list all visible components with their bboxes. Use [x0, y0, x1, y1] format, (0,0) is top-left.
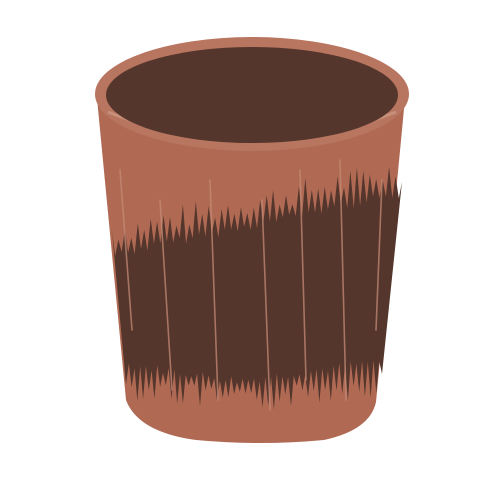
- cup-streak: [299, 169, 307, 381]
- cup-streak: [261, 199, 271, 411]
- cup-band: [112, 166, 402, 410]
- cup-streaks: [119, 159, 383, 411]
- cup-streak: [375, 179, 383, 331]
- cup-streak: [159, 199, 173, 391]
- cup-streak: [339, 159, 347, 401]
- cup-streak: [209, 179, 219, 401]
- cup-streak: [119, 169, 133, 331]
- cup-interior: [106, 47, 398, 143]
